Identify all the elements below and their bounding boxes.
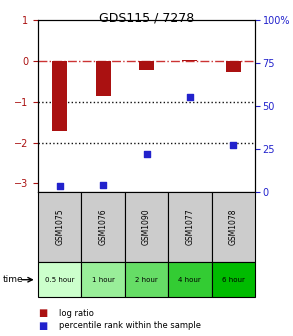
Point [188, 95, 192, 100]
Point [231, 142, 236, 148]
Bar [139, 61, 154, 70]
Text: log ratio: log ratio [59, 309, 93, 318]
Text: GSM1090: GSM1090 [142, 208, 151, 245]
Text: time: time [3, 275, 23, 284]
Text: GSM1075: GSM1075 [55, 208, 64, 245]
Text: GDS115 / 7278: GDS115 / 7278 [99, 12, 194, 25]
Point [101, 182, 105, 187]
Text: GSM1078: GSM1078 [229, 209, 238, 245]
Bar [52, 61, 67, 131]
Text: ■: ■ [38, 308, 47, 318]
Text: 6 hour: 6 hour [222, 277, 245, 283]
Text: 0.5 hour: 0.5 hour [45, 277, 74, 283]
Text: 1 hour: 1 hour [92, 277, 115, 283]
Text: ■: ■ [38, 321, 47, 331]
Text: 2 hour: 2 hour [135, 277, 158, 283]
Bar [226, 61, 241, 72]
Point [144, 151, 149, 157]
Bar [182, 60, 197, 61]
Point [57, 184, 62, 189]
Text: GSM1076: GSM1076 [99, 208, 108, 245]
Text: percentile rank within the sample: percentile rank within the sample [59, 322, 201, 330]
Text: GSM1077: GSM1077 [185, 208, 194, 245]
Text: 4 hour: 4 hour [178, 277, 201, 283]
Bar [96, 61, 111, 96]
